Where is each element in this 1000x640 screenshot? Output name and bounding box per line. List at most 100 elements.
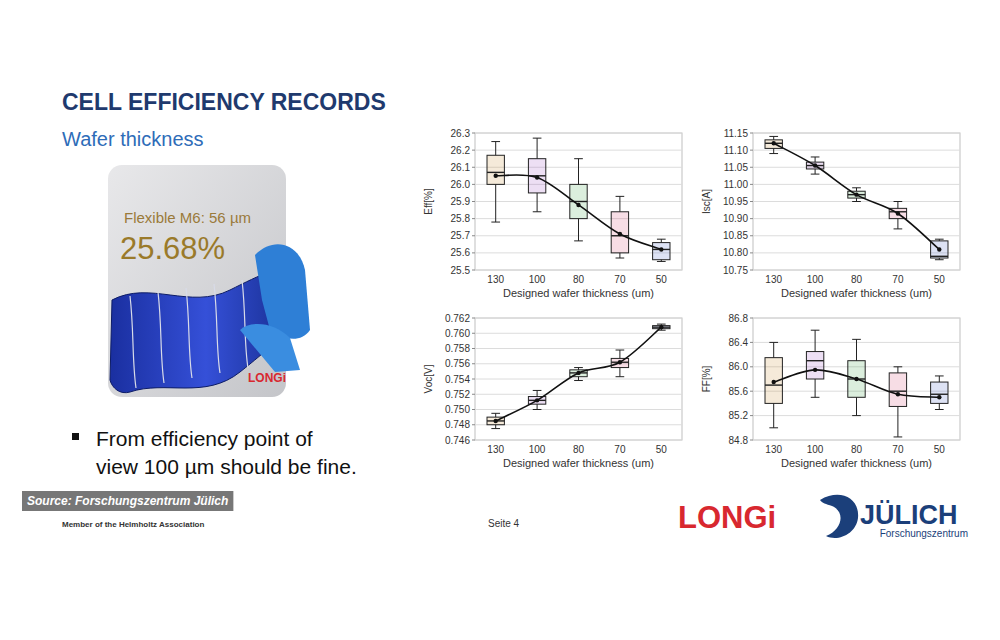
whisker-cap-high (852, 187, 861, 188)
y-tick-label: 85.2 (729, 410, 749, 421)
grid-line (753, 201, 960, 202)
grid-line (753, 218, 960, 219)
whisker-cap-low (616, 258, 625, 259)
tick-mark (472, 252, 475, 253)
tick-mark (472, 201, 475, 202)
mean-line (774, 143, 940, 249)
median (931, 394, 948, 395)
grid-line (475, 133, 682, 134)
whisker-low (897, 219, 898, 229)
slide-subtitle: Wafer thickness (62, 128, 204, 150)
plot-frame (475, 133, 682, 270)
background (0, 0, 1000, 640)
y-tick-label: 85.6 (729, 386, 749, 397)
slide: CELL EFFICIENCY RECORDS Wafer thickness Fl… (0, 0, 1000, 640)
tick-mark (472, 150, 475, 151)
x-tick-label: 80 (851, 274, 863, 285)
busbar (214, 284, 220, 373)
marks (765, 136, 948, 259)
photo-caption: Flexible M6: 56 µm (124, 209, 251, 226)
mean-dot (535, 175, 539, 179)
y-tick-label: 0.750 (445, 404, 470, 415)
whisker-cap-high (491, 413, 500, 414)
mean-dot (772, 141, 776, 145)
mean-dot (937, 247, 941, 251)
busbar (158, 292, 164, 383)
y-tick-label: 0.746 (445, 435, 470, 446)
tick-mark (472, 167, 475, 168)
page-number: Seite 4 (488, 518, 520, 529)
grid-line (753, 270, 960, 271)
median (931, 256, 948, 257)
marks (487, 138, 670, 261)
y-tick-label: 26.1 (451, 162, 471, 173)
mean-dot (494, 419, 498, 423)
x-tick-label: 100 (529, 444, 546, 455)
y-tick-label: 86.4 (729, 337, 749, 348)
mean-dot (535, 398, 539, 402)
bullet-text: view 100 µm should be fine. (96, 455, 357, 478)
x-tick-label: 130 (487, 274, 504, 285)
x-tick-label: 70 (614, 444, 626, 455)
y-tick-label: 0.748 (445, 419, 470, 430)
photo-value: 25.68% (120, 231, 225, 266)
tick-mark (750, 318, 753, 319)
y-tick-label: 25.9 (451, 196, 471, 207)
whisker-low (495, 425, 496, 429)
tick-mark (472, 379, 475, 380)
y-tick-label: 10.75 (723, 265, 748, 276)
y-tick-label: 26.3 (451, 128, 471, 139)
marks (487, 324, 670, 428)
y-tick-label: 25.7 (451, 230, 471, 241)
tick-mark (750, 184, 753, 185)
y-tick-label: 11.00 (724, 179, 749, 190)
tick-mark (750, 342, 753, 343)
x-tick-label: 100 (807, 444, 824, 455)
mean-dot (937, 395, 941, 399)
whisker-low (537, 404, 538, 409)
tick-mark (750, 235, 753, 236)
chart-panel: 25.525.625.725.825.926.026.126.226.31301… (423, 128, 682, 300)
tick-mark (750, 150, 753, 151)
y-tick-label: 84.8 (729, 435, 749, 446)
x-tick-label: 50 (934, 444, 946, 455)
whisker-low (939, 403, 940, 409)
mean-line (496, 327, 662, 421)
box (848, 361, 865, 398)
whisker-cap-low (769, 153, 778, 154)
mean-dot (772, 380, 776, 384)
y-tick-label: 10.95 (723, 196, 748, 207)
tick-mark (472, 409, 475, 410)
grid-line (475, 201, 682, 202)
grid-line (475, 270, 682, 271)
mean-dot (813, 368, 817, 372)
whisker-low (815, 379, 816, 397)
tick-mark (472, 424, 475, 425)
whisker-cap-high (811, 330, 820, 331)
grid-line (475, 363, 682, 364)
whisker-high (495, 142, 496, 156)
glove (240, 324, 300, 372)
whisker-cap-high (616, 350, 625, 351)
y-tick-label: 25.8 (451, 213, 471, 224)
slide-title: CELL EFFICIENCY RECORDS (62, 89, 386, 115)
y-tick-label: 25.6 (451, 247, 471, 258)
x-tick-label: 80 (573, 274, 585, 285)
grid-line (753, 184, 960, 185)
mean-dot (576, 203, 580, 207)
whisker-cap-low (574, 380, 583, 381)
mean-dot (618, 232, 622, 236)
x-tick-label: 100 (529, 274, 546, 285)
y-tick-label: 0.756 (445, 358, 470, 369)
tick-mark (750, 167, 753, 168)
mean-dot (854, 192, 858, 196)
y-axis-title: Isc[A] (701, 189, 712, 214)
x-tick-label: 70 (892, 274, 904, 285)
grid-line (753, 167, 960, 168)
whisker-cap-low (616, 376, 625, 377)
whisker-cap-low (852, 415, 861, 416)
box (806, 352, 823, 379)
whisker-cap-high (811, 156, 820, 157)
mean-dot (659, 325, 663, 329)
whisker-low (856, 198, 857, 201)
